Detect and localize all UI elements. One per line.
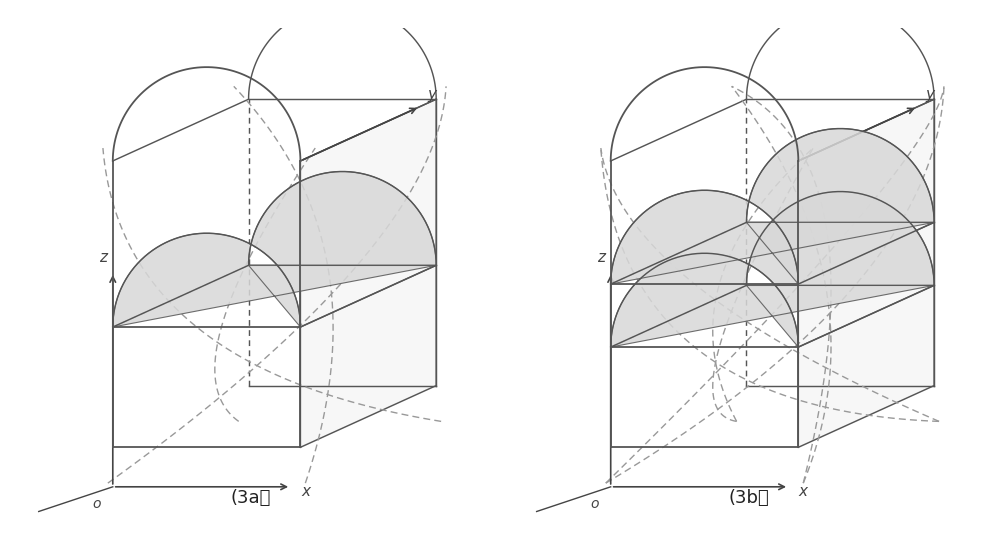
Polygon shape (611, 192, 934, 347)
Text: (3a）: (3a） (231, 489, 271, 507)
Text: (3b）: (3b） (729, 489, 769, 507)
Text: x: x (301, 484, 310, 499)
Text: z: z (99, 250, 107, 265)
Text: y: y (427, 87, 436, 102)
Text: z: z (597, 250, 605, 265)
Polygon shape (300, 99, 436, 447)
Text: x: x (799, 484, 808, 499)
Polygon shape (611, 128, 934, 284)
Text: o: o (590, 497, 598, 511)
Text: o: o (92, 497, 100, 511)
Polygon shape (113, 171, 436, 327)
Text: y: y (925, 87, 934, 102)
Polygon shape (798, 99, 934, 447)
